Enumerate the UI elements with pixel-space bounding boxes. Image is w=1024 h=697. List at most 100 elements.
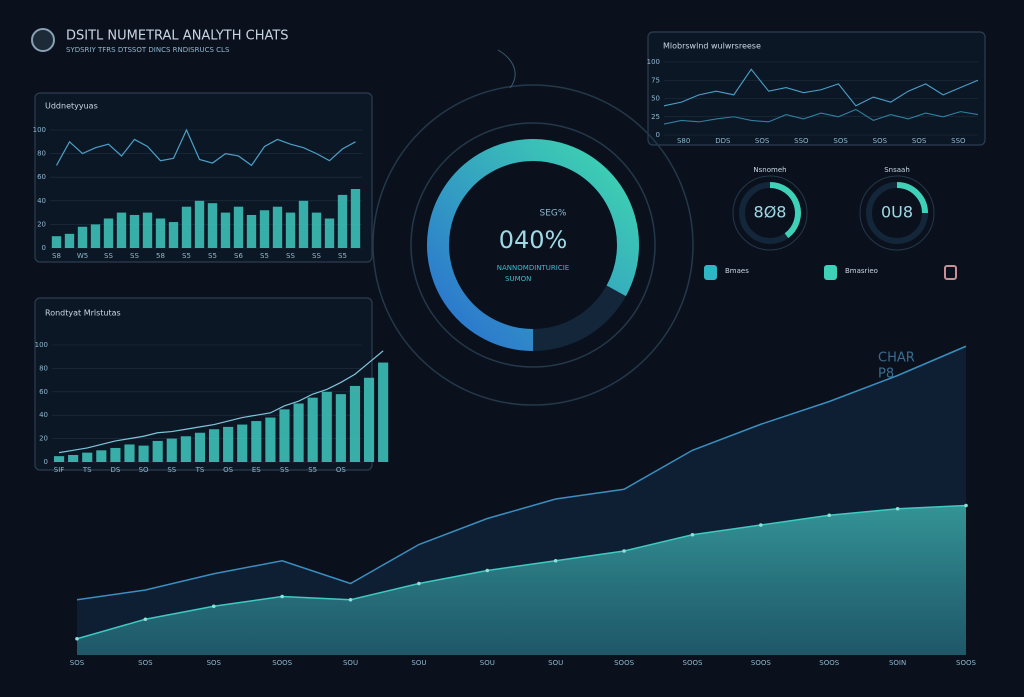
point	[485, 568, 490, 573]
point	[964, 503, 968, 508]
x-tick-label: W5	[77, 252, 88, 260]
point	[895, 506, 900, 511]
bar	[180, 436, 191, 462]
bar	[142, 212, 153, 248]
x-tick-label: TS	[195, 466, 205, 474]
point	[690, 532, 695, 537]
y-tick-label: 40	[37, 197, 46, 205]
y-tick-label: 20	[37, 220, 46, 228]
bar	[64, 233, 75, 248]
line	[55, 128, 356, 167]
y-tick-label: 100	[35, 341, 48, 349]
bar	[307, 397, 318, 462]
chart-title: Uddnetyyuas	[45, 102, 98, 111]
point	[143, 617, 148, 622]
y-tick-label: 75	[651, 76, 660, 84]
bar	[181, 206, 192, 248]
point	[827, 513, 832, 518]
bar	[363, 377, 375, 462]
bar	[103, 218, 114, 248]
bar	[321, 391, 332, 462]
bar	[110, 447, 121, 462]
bar	[293, 403, 304, 462]
bar	[337, 194, 348, 248]
gauge-arc	[896, 182, 928, 214]
bar	[90, 224, 101, 248]
x-tick-label: SOU	[548, 659, 563, 667]
chart-title: Rondtyat Mrlstutas	[45, 309, 121, 318]
bar	[233, 206, 244, 248]
bar	[124, 444, 135, 462]
gauge-arc	[427, 139, 639, 351]
gauge-title: Snsaah	[884, 166, 910, 174]
legend-label: Bmasrieo	[845, 267, 878, 275]
x-tick-label: SOOS	[614, 659, 634, 667]
point	[417, 581, 421, 586]
bar	[378, 362, 389, 462]
point	[211, 604, 216, 609]
point	[280, 594, 284, 599]
x-tick-label: SOU	[411, 659, 426, 667]
line	[663, 108, 979, 125]
point	[75, 636, 79, 641]
bar	[237, 424, 248, 462]
x-tick-label: SOS	[138, 659, 153, 667]
x-tick-label: SOS	[912, 137, 927, 145]
ring	[410, 122, 656, 368]
bar	[168, 222, 179, 248]
area-fill	[77, 505, 966, 655]
bar	[324, 218, 335, 248]
x-tick-label: SOS	[833, 137, 848, 145]
gauge-label: SEG%	[540, 209, 567, 219]
y-tick-label: 60	[37, 173, 46, 181]
gauge-ring	[732, 175, 808, 251]
bar	[350, 189, 361, 248]
bar	[208, 429, 220, 462]
point	[759, 523, 763, 527]
x-tick-label: SOS	[207, 659, 222, 667]
bar	[311, 212, 322, 248]
x-tick-label: SSO	[951, 137, 966, 145]
title: DSITL NUMETRAL ANALYTH CHATS	[66, 29, 289, 44]
bar	[349, 385, 361, 462]
x-tick-label: TS	[82, 466, 92, 474]
y-tick-label: 80	[39, 364, 48, 372]
bar	[194, 200, 205, 248]
bar	[166, 438, 177, 462]
legend-label: Bmaes	[725, 267, 749, 275]
x-tick-label: SS	[312, 252, 321, 260]
x-tick-label: S6	[234, 252, 243, 260]
point	[622, 549, 626, 553]
x-tick-label: DDS	[715, 137, 731, 145]
x-tick-label: S5	[208, 252, 217, 260]
bar	[220, 212, 231, 248]
legend-swatch	[824, 265, 837, 280]
y-tick-label: 60	[39, 388, 48, 396]
x-tick-label: S5	[182, 252, 191, 260]
x-tick-label: OS	[223, 466, 234, 474]
bar	[152, 440, 163, 462]
bar	[207, 203, 218, 248]
subtitle: SYDSRIY TFRS DTSSOT DINCS RNDISRUCS CLS	[66, 46, 230, 54]
x-tick-label: 58	[156, 252, 165, 260]
legend-swatch	[944, 265, 957, 280]
x-tick-label: SOOS	[819, 659, 839, 667]
x-tick-label: S5	[308, 466, 317, 474]
bar	[265, 417, 276, 462]
x-tick-label: SOU	[343, 659, 358, 667]
bar	[335, 394, 346, 462]
gauge-title: Nsnomeh	[753, 166, 786, 174]
x-tick-label: SOOS	[272, 659, 292, 667]
gauge-arc	[769, 182, 801, 239]
line	[76, 345, 967, 601]
x-tick-label: S5	[260, 252, 269, 260]
bar	[138, 445, 149, 462]
y-tick-label: 0	[656, 131, 660, 139]
y-tick-label: 20	[39, 435, 48, 443]
point	[553, 558, 558, 563]
x-tick-label: S5	[338, 252, 347, 260]
bar	[223, 426, 234, 462]
bar	[96, 450, 107, 462]
y-tick-label: 25	[651, 113, 660, 121]
